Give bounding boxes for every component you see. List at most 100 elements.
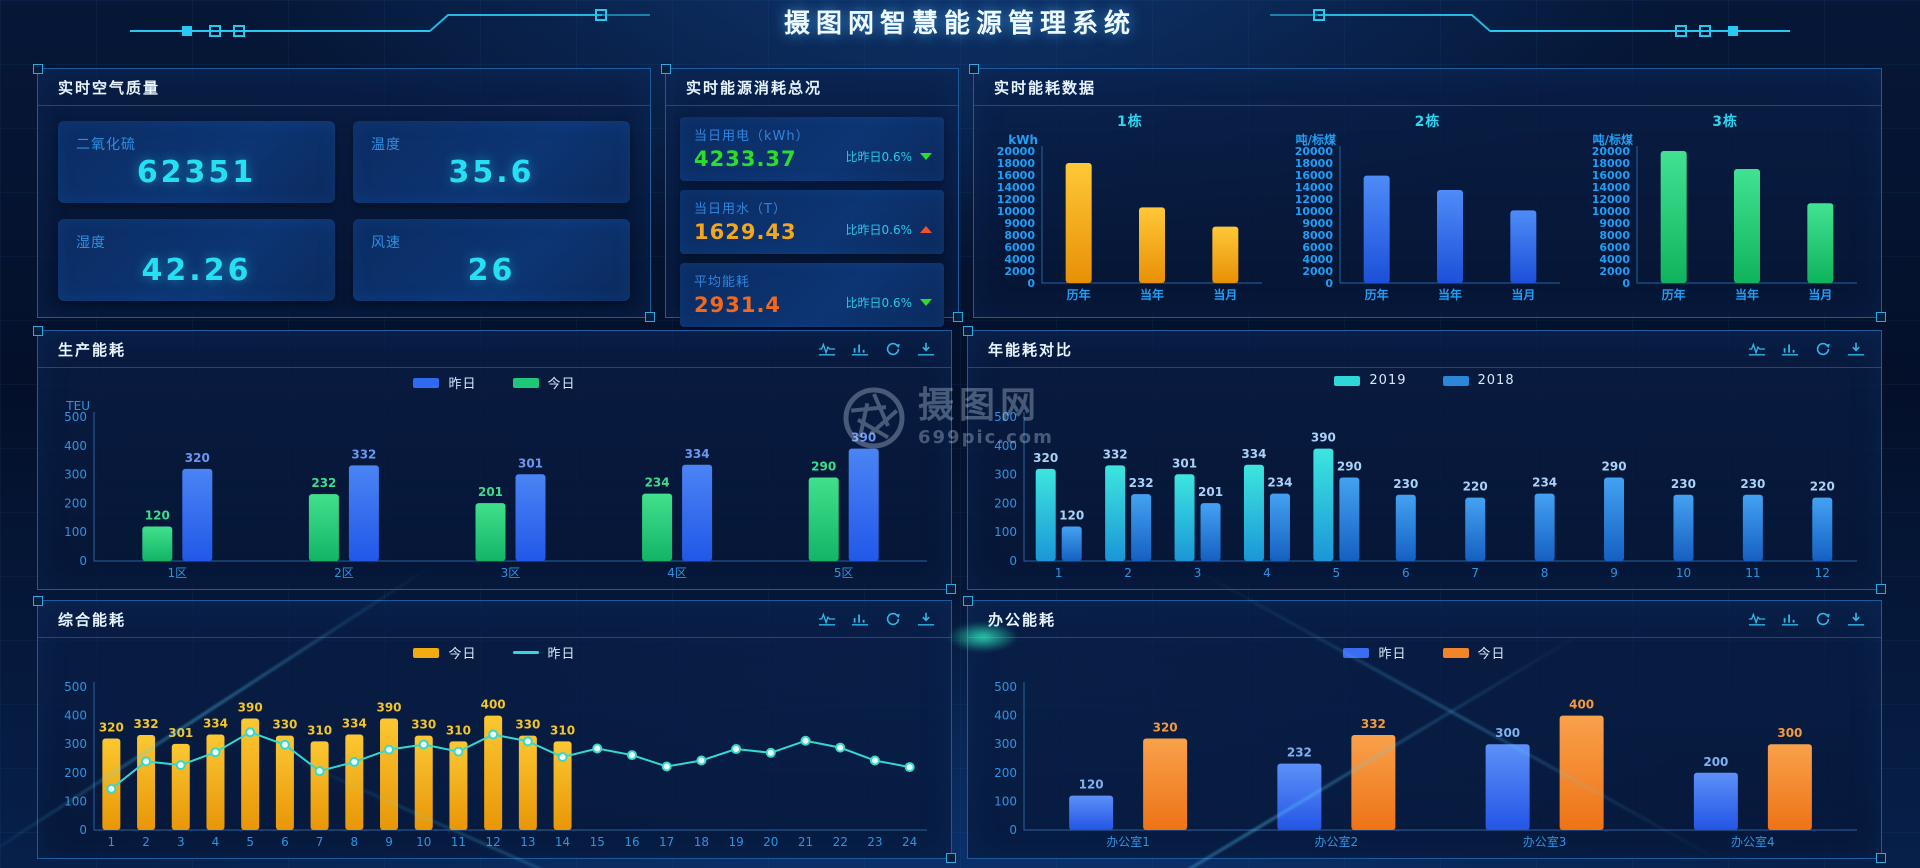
mini-chart-title: 3栋 — [1712, 114, 1739, 130]
mini-chart-building-3: 3栋 0 2000 4000 6000 8000 9000 10000 12000 14000 1… — [1585, 111, 1865, 307]
chart-toolbar — [818, 611, 935, 627]
svg-text:301: 301 — [1172, 456, 1197, 470]
svg-text:9: 9 — [1610, 566, 1618, 580]
panel-header: 实时能耗数据 — [974, 69, 1881, 106]
overview-main: 当日用水（T） 1629.43 — [694, 198, 797, 244]
svg-text:332: 332 — [134, 717, 159, 731]
refresh-icon[interactable] — [884, 341, 902, 357]
mini-chart-title: 1栋 — [1116, 114, 1143, 130]
svg-text:120: 120 — [145, 508, 170, 522]
svg-text:1: 1 — [108, 835, 116, 849]
svg-text:7: 7 — [1471, 566, 1479, 580]
legend-item[interactable]: 2018 — [1442, 373, 1515, 388]
svg-text:2000: 2000 — [1600, 265, 1631, 278]
legend-item[interactable]: 2019 — [1334, 373, 1406, 388]
svg-text:230: 230 — [1393, 477, 1418, 491]
svg-text:1区: 1区 — [167, 566, 187, 580]
office-chart: 0 100 200 300 400 500 办公室1 120 320 办公室2 232 332 办公室3… — [980, 665, 1869, 852]
svg-text:0: 0 — [79, 554, 87, 568]
legend-item[interactable]: 今日 — [413, 643, 476, 662]
svg-text:14: 14 — [555, 835, 570, 849]
overview-label: 当日用水（T） — [694, 202, 787, 217]
legend-item[interactable]: 昨日 — [512, 643, 576, 662]
svg-text:14000: 14000 — [997, 181, 1036, 194]
svg-text:12000: 12000 — [1294, 193, 1333, 206]
svg-text:9: 9 — [385, 835, 393, 849]
svg-text:10: 10 — [1676, 566, 1691, 580]
svg-text:当月: 当月 — [1809, 287, 1833, 302]
svg-text:100: 100 — [994, 794, 1017, 808]
overview-main: 当日用电（kWh） 4233.37 — [694, 125, 810, 171]
bar-chart-icon[interactable] — [1781, 611, 1799, 627]
overview-value: 4233.37 — [694, 147, 797, 171]
line-chart-icon[interactable] — [1748, 341, 1766, 357]
svg-text:10: 10 — [416, 835, 431, 849]
stat-card-so2: 二氧化硫 62351 — [58, 121, 335, 203]
svg-text:332: 332 — [1103, 447, 1128, 461]
svg-text:500: 500 — [64, 680, 87, 694]
svg-text:12: 12 — [1815, 566, 1830, 580]
svg-text:200: 200 — [994, 766, 1017, 780]
panel-header: 实时能源消耗总况 — [666, 69, 958, 106]
svg-text:500: 500 — [64, 410, 87, 424]
trend-arrow-icon — [920, 226, 932, 233]
stat-label: 温度 — [371, 137, 401, 153]
refresh-icon[interactable] — [884, 611, 902, 627]
svg-text:320: 320 — [99, 720, 124, 734]
svg-text:12000: 12000 — [1592, 193, 1631, 206]
bar-chart-icon[interactable] — [851, 341, 869, 357]
line-chart-icon[interactable] — [818, 611, 836, 627]
legend-label: 今日 — [448, 647, 477, 662]
svg-text:8000: 8000 — [1004, 229, 1035, 242]
comprehensive-chart: 0 100 200 300 400 500 1 320 2 332 3 301 4 334 5 390 6 330… — [50, 665, 939, 852]
svg-text:0: 0 — [1325, 277, 1333, 290]
svg-text:当月: 当月 — [1213, 287, 1237, 302]
refresh-icon[interactable] — [1814, 341, 1832, 357]
legend-item[interactable]: 昨日 — [1343, 643, 1406, 662]
line-chart-icon[interactable] — [1748, 611, 1766, 627]
line-swatch — [512, 651, 539, 654]
svg-text:120: 120 — [1059, 508, 1084, 522]
svg-text:20000: 20000 — [1592, 145, 1631, 158]
svg-text:历年: 历年 — [1662, 287, 1686, 302]
svg-text:7: 7 — [316, 835, 324, 849]
svg-text:11: 11 — [451, 835, 466, 849]
svg-text:20000: 20000 — [1294, 145, 1333, 158]
svg-text:400: 400 — [994, 709, 1017, 723]
download-icon[interactable] — [1847, 341, 1865, 357]
page-title: 摄图网智慧能源管理系统 — [783, 9, 1136, 39]
line-chart-icon[interactable] — [818, 341, 836, 357]
download-icon[interactable] — [1847, 611, 1865, 627]
bar-chart-icon[interactable] — [851, 611, 869, 627]
bar-chart-icon[interactable] — [1781, 341, 1799, 357]
svg-text:办公室3: 办公室3 — [1523, 834, 1567, 849]
svg-text:办公室4: 办公室4 — [1731, 834, 1775, 849]
legend-label: 今日 — [547, 377, 576, 392]
panel-header: 综合能耗 — [38, 601, 951, 638]
svg-text:18000: 18000 — [1294, 157, 1333, 170]
legend-item[interactable]: 今日 — [1442, 643, 1506, 662]
legend-label: 今日 — [1477, 647, 1506, 662]
svg-text:2: 2 — [1124, 566, 1132, 580]
svg-text:500: 500 — [994, 680, 1017, 694]
svg-text:200: 200 — [994, 496, 1017, 510]
svg-text:290: 290 — [1602, 459, 1627, 473]
svg-text:16: 16 — [624, 835, 639, 849]
legend-item[interactable]: 今日 — [512, 373, 576, 392]
svg-text:332: 332 — [351, 447, 376, 461]
bar-swatch — [413, 647, 440, 658]
legend-item[interactable]: 昨日 — [413, 373, 476, 392]
svg-text:310: 310 — [307, 723, 332, 737]
legend-label: 2018 — [1477, 373, 1515, 388]
panel-annual-comparison: 年能耗对比 2019 2018 0 100 200 300 400 500 1 320 120 2 3… — [963, 326, 1886, 594]
circuit-decoration-left — [130, 9, 650, 37]
panel-title: 实时空气质量 — [58, 78, 161, 97]
download-icon[interactable] — [917, 341, 935, 357]
refresh-icon[interactable] — [1814, 611, 1832, 627]
overview-value: 2931.4 — [694, 293, 782, 317]
legend: 昨日 今日 — [968, 643, 1881, 662]
panel-title: 办公能耗 — [988, 610, 1057, 629]
download-icon[interactable] — [917, 611, 935, 627]
overview-compare: 比昨日0.6% — [846, 221, 932, 238]
svg-text:300: 300 — [1777, 726, 1802, 740]
